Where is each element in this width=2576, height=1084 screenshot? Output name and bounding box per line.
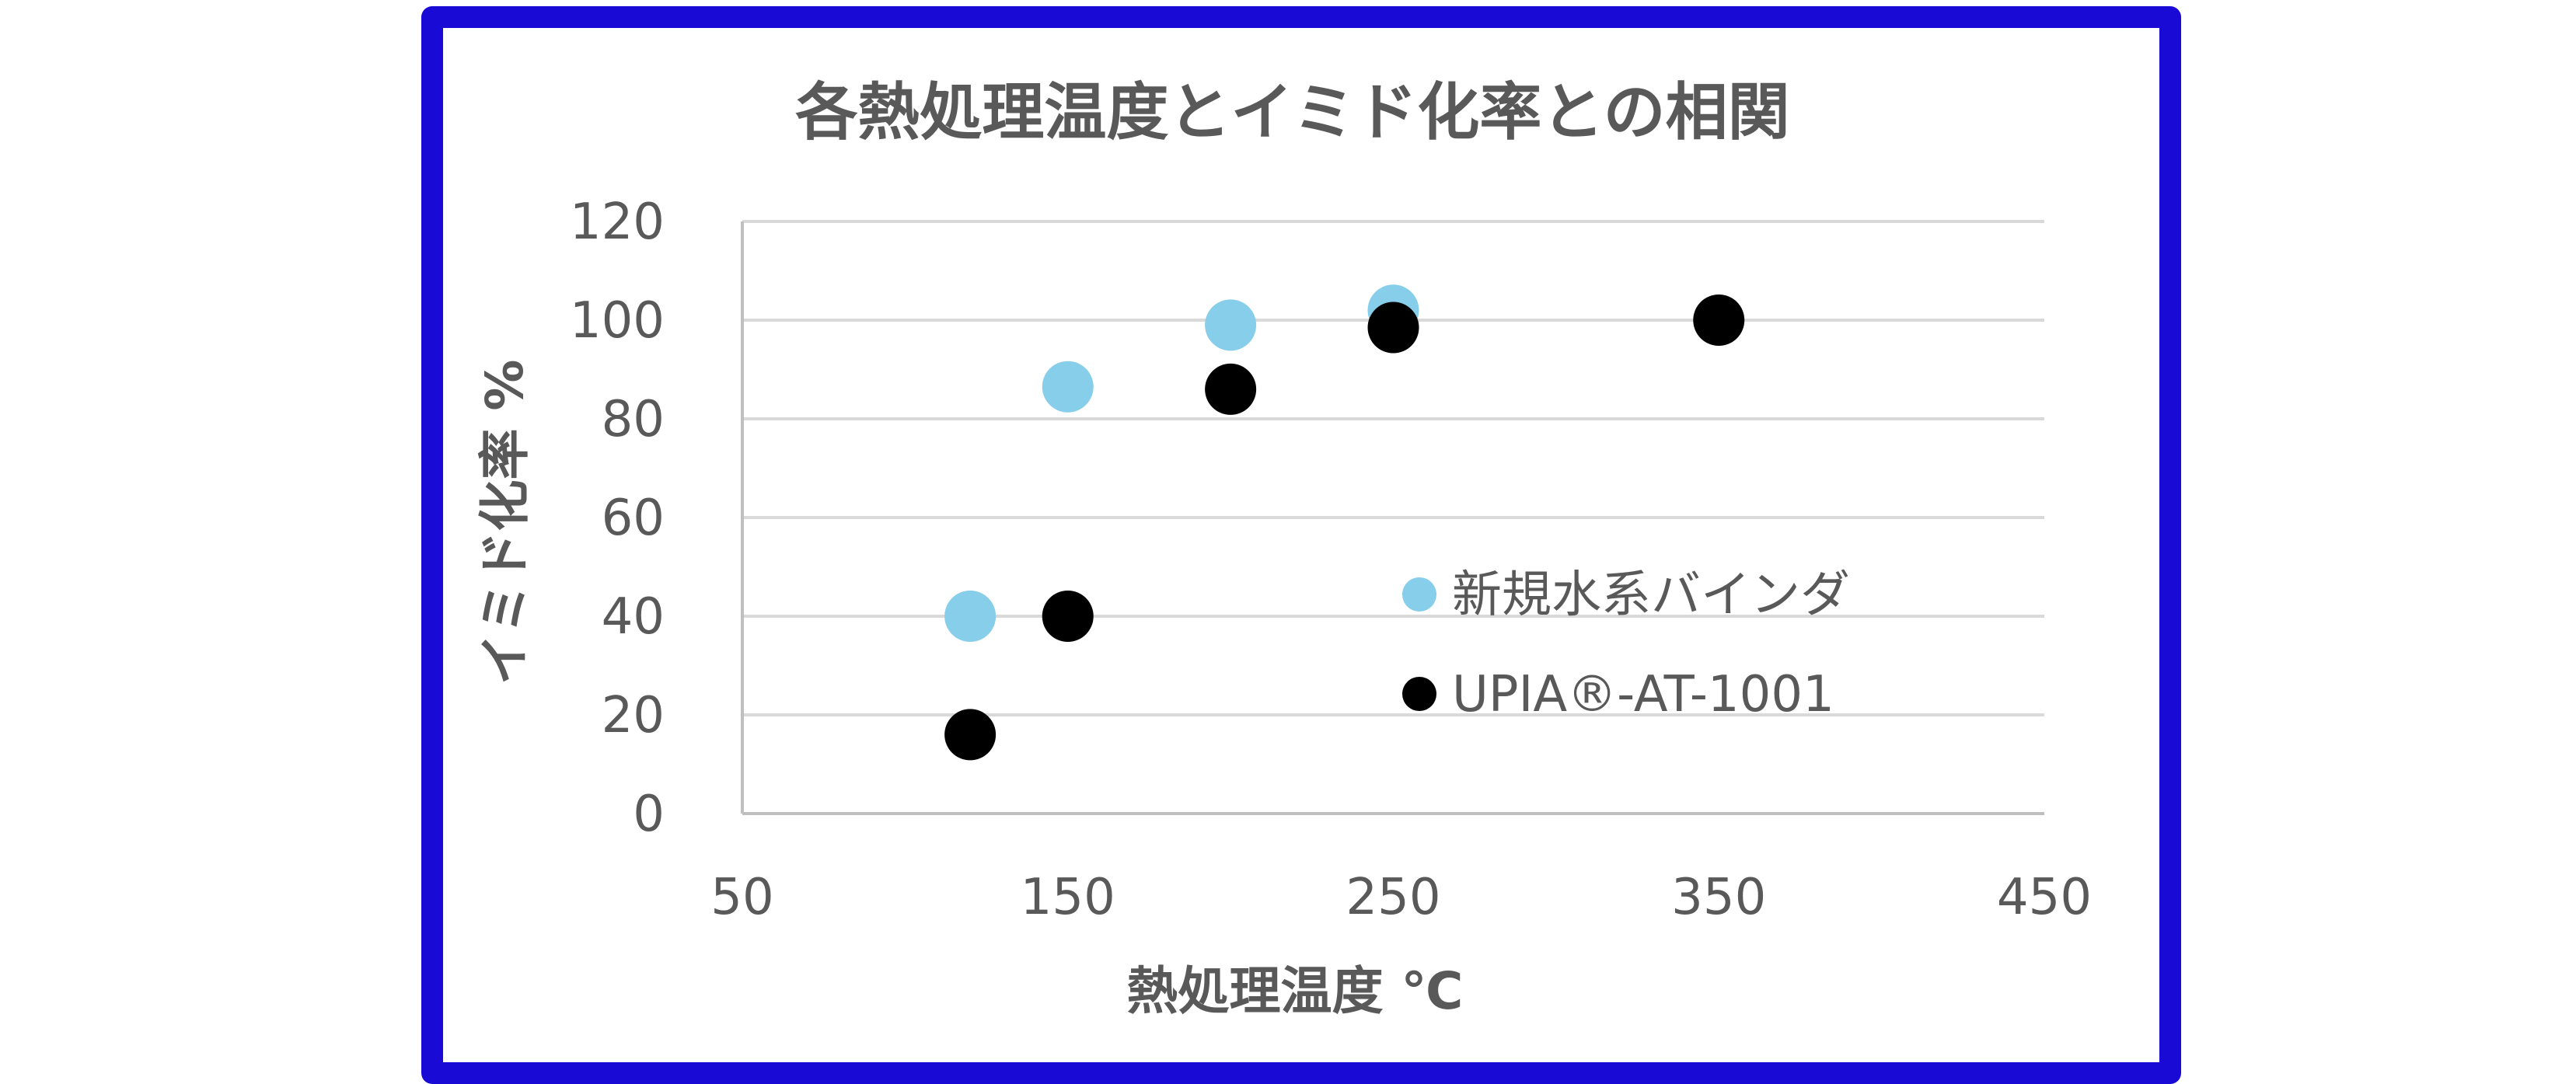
chart-title: 各熱処理温度とイミド化率との相関 <box>795 76 1789 148</box>
x-tick-label: 150 <box>1021 869 1115 926</box>
data-point-s2-4 <box>1367 301 1419 354</box>
y-tick-label: 20 <box>602 687 665 744</box>
data-point-s2-3 <box>1205 363 1257 415</box>
data-points <box>944 284 1745 761</box>
x-axis-title: 熱処理温度 ℃ <box>1127 961 1464 1021</box>
data-point-s2-2 <box>1042 591 1094 642</box>
data-point-s1-2 <box>1042 361 1094 413</box>
y-tick-label: 40 <box>602 588 665 646</box>
legend-label-1: 新規水系バインダ <box>1452 566 1850 624</box>
legend-marker-1 <box>1402 577 1436 612</box>
data-point-s1-1 <box>944 591 997 642</box>
x-tick-label: 350 <box>1671 869 1766 926</box>
data-point-s2-1 <box>944 709 997 761</box>
y-tick-labels: 0 20 40 60 80 100 120 <box>570 193 665 843</box>
x-tick-label: 250 <box>1346 869 1440 926</box>
y-tick-label: 100 <box>570 292 665 350</box>
y-tick-label: 120 <box>570 193 665 251</box>
x-tick-label: 50 <box>710 869 773 926</box>
data-point-s1-3 <box>1205 299 1257 351</box>
legend-label-2: UPIA®-AT-1001 <box>1452 666 1834 723</box>
legend: 新規水系バインダ UPIA®-AT-1001 <box>1402 566 1850 723</box>
data-point-s2-5 <box>1693 295 1745 346</box>
y-tick-label: 60 <box>602 490 665 547</box>
y-axis-title: イミド化率 % <box>475 359 535 685</box>
x-tick-labels: 50 150 250 350 450 <box>710 869 2092 926</box>
y-tick-label: 80 <box>602 391 665 448</box>
axes <box>741 221 2044 815</box>
legend-marker-2 <box>1402 677 1436 711</box>
y-tick-label: 0 <box>633 786 665 843</box>
x-tick-label: 450 <box>1997 869 2092 926</box>
